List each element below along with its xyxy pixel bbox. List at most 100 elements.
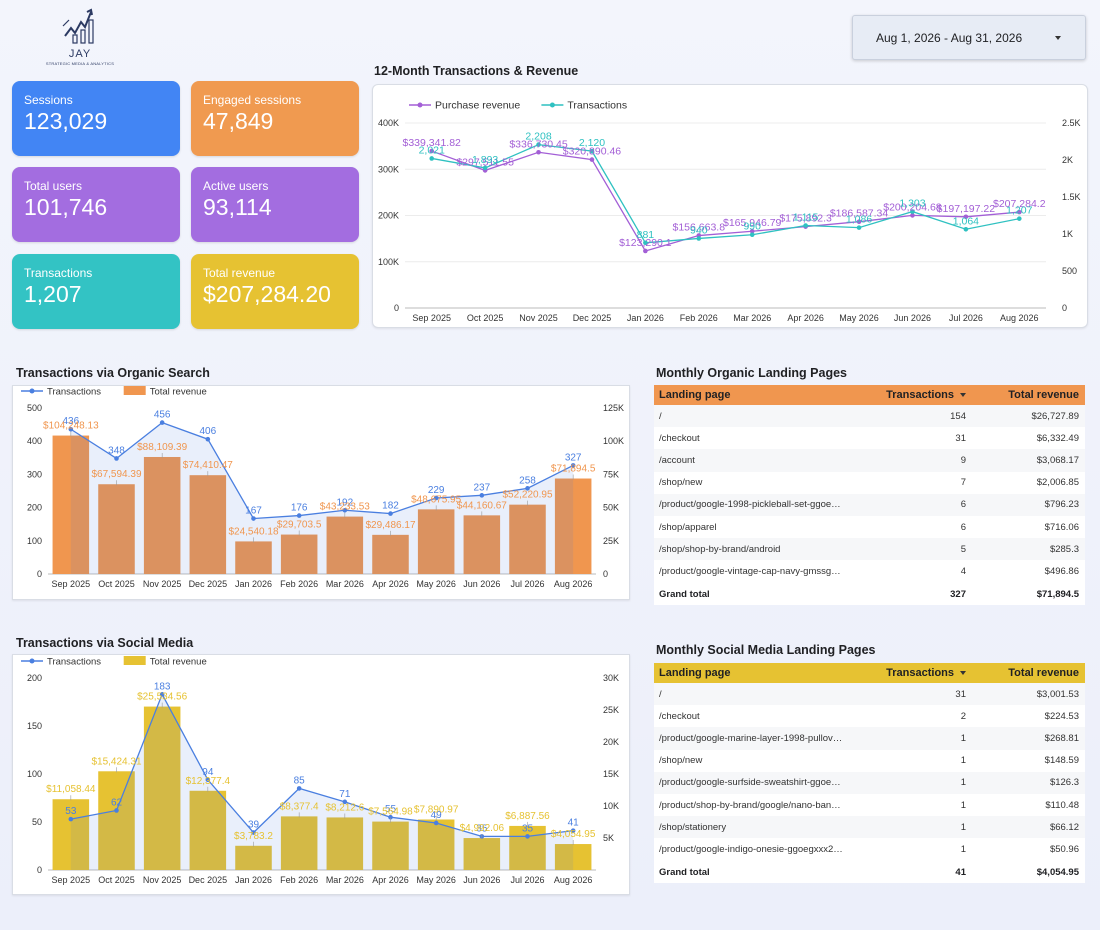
column-header-page[interactable]: Landing page	[659, 389, 731, 401]
bar	[98, 484, 135, 574]
data-point	[342, 799, 348, 805]
data-label: $44,160.67	[457, 500, 507, 511]
data-point	[910, 213, 915, 218]
y-left-tick-label: 300K	[378, 164, 399, 174]
y-right-tick-label: 0	[1062, 303, 1067, 313]
cell-transactions: 1	[960, 821, 966, 833]
cell-revenue: $796.23	[1044, 499, 1079, 511]
bar	[372, 534, 409, 574]
legend-swatch-dot	[417, 102, 423, 108]
table-row[interactable]: /shop/new 7 $2,006.85	[654, 472, 1085, 494]
social-chart-title: Transactions via Social Media	[16, 636, 194, 650]
data-label: $104,248.13	[43, 421, 99, 432]
table-row[interactable]: /product/google-1998-pickleball-set-ggoe…	[654, 493, 1085, 516]
bar	[509, 825, 546, 870]
kpi-label: Transactions	[24, 266, 93, 280]
table-row[interactable]: /shop/shop-by-brand/android 5 $285.3	[654, 538, 1085, 561]
data-label: $186,587.34	[830, 208, 889, 220]
table-row[interactable]: /product/google-indigo-onesie-ggoegxxx2……	[654, 838, 1085, 860]
table-row[interactable]: /shop/apparel 6 $716.06	[654, 516, 1085, 538]
table-row[interactable]: /account 9 $3,068.17	[654, 449, 1085, 472]
social-pages-table: Landing page Transactions Total revenue …	[654, 663, 1085, 883]
bar	[143, 456, 181, 574]
table-footer: Grand total 327 $71,894.5	[654, 582, 1085, 605]
data-point	[856, 225, 862, 230]
data-label: 940	[690, 224, 708, 236]
y-right-tick-label: 2.5K	[1062, 118, 1081, 128]
x-tick-label: Dec 2025	[573, 313, 612, 323]
data-label: $71,894.5	[551, 464, 596, 475]
bar	[326, 817, 364, 870]
data-label: $52,220.95	[502, 490, 552, 501]
cell-landing-page: /product/shop-by-brand/google/nano-ban…	[659, 799, 841, 811]
cell-transactions: 1	[960, 732, 966, 744]
cell-transactions: 6	[960, 499, 966, 511]
column-header-transactions[interactable]: Transactions	[854, 389, 966, 401]
table-row[interactable]: / 154 $26,727.89	[654, 405, 1085, 428]
date-range-picker[interactable]: Aug 1, 2026 - Aug 31, 2026	[852, 15, 1086, 60]
table-row[interactable]: /checkout 31 $6,332.49	[654, 427, 1085, 449]
data-label: $12,377.4	[186, 776, 231, 787]
column-header-revenue[interactable]: Total revenue	[1008, 667, 1079, 679]
data-label: $48,675.95	[411, 494, 461, 505]
table-row[interactable]: /product/google-vintage-cap-navy-gmssg… 4…	[654, 560, 1085, 582]
x-tick-label: Feb 2026	[680, 313, 718, 323]
x-tick-label: Oct 2025	[98, 579, 135, 589]
kpi-card-active-users: Active users 93,114	[191, 167, 359, 242]
x-tick-label: May 2026	[839, 313, 879, 323]
column-header-transactions[interactable]: Transactions	[854, 667, 966, 679]
y-left-tick-label: 100	[27, 769, 42, 779]
column-header-revenue[interactable]: Total revenue	[1008, 389, 1079, 401]
kpi-label: Active users	[203, 179, 269, 193]
data-label: 55	[385, 804, 397, 815]
bar	[417, 509, 455, 574]
table-row[interactable]: /product/shop-by-brand/google/nano-ban… 1…	[654, 794, 1085, 816]
data-label: $156,663.8	[673, 222, 726, 234]
x-tick-label: Oct 2025	[467, 313, 504, 323]
table-row[interactable]: /product/google-surfside-sweatshirt-ggoe…	[654, 771, 1085, 794]
x-tick-label: Oct 2025	[98, 875, 135, 885]
x-tick-label: Jul 2026	[949, 313, 983, 323]
cell-transactions: 2	[960, 710, 966, 722]
social-chart: 0 50 100 150 200 5K 10K 15K 20K 25K 30K Sep 2025 Oct…	[21, 656, 619, 885]
data-label: $8,212.6	[325, 802, 364, 813]
data-label: 176	[291, 503, 308, 514]
table-row[interactable]: /product/google-marine-layer-1998-pullov…	[654, 727, 1085, 750]
data-label: 41	[568, 818, 580, 829]
cell-landing-page: /product/google-marine-layer-1998-pullov…	[659, 732, 843, 744]
data-point	[342, 507, 348, 513]
bar	[189, 475, 227, 574]
data-label: 258	[519, 475, 536, 486]
data-point	[68, 816, 74, 822]
x-tick-label: Sep 2025	[52, 579, 91, 589]
legend-swatch-bar	[123, 656, 146, 665]
revenue-chart-title: 12-Month Transactions & Revenue	[374, 64, 579, 78]
table-header: Landing page Transactions Total revenue	[654, 385, 1085, 405]
data-label: 2,208	[525, 131, 551, 143]
data-point	[749, 228, 755, 234]
table-row[interactable]: /checkout 2 $224.53	[654, 705, 1085, 727]
data-label: 39	[248, 820, 260, 831]
table-row[interactable]: /shop/stationery 1 $66.12	[654, 816, 1085, 839]
table-footer: Grand total 41 $4,054.95	[654, 860, 1085, 883]
x-tick-label: Jun 2026	[463, 875, 500, 885]
cell-landing-page: /product/google-vintage-cap-navy-gmssg…	[659, 565, 841, 577]
cell-landing-page: /product/google-1998-pickleball-set-ggoe…	[659, 499, 841, 511]
x-tick-label: Jan 2026	[627, 313, 664, 323]
table-row[interactable]: / 31 $3,001.53	[654, 683, 1085, 706]
bar	[280, 534, 318, 574]
x-tick-label: Sep 2025	[412, 313, 451, 323]
bar	[143, 706, 181, 870]
cell-transactions: 1	[960, 843, 966, 855]
data-label: 53	[65, 806, 77, 817]
bar	[280, 816, 318, 870]
cell-transactions: 1	[960, 777, 966, 789]
data-label: $15,424.31	[91, 756, 141, 767]
column-header-page[interactable]: Landing page	[659, 667, 731, 679]
x-tick-label: Nov 2025	[519, 313, 558, 323]
table-row[interactable]: /shop/new 1 $148.59	[654, 750, 1085, 772]
bar	[554, 844, 592, 870]
x-tick-label: Mar 2026	[733, 313, 771, 323]
data-label: 71	[339, 789, 351, 800]
grand-total-revenue: $4,054.95	[1036, 866, 1079, 878]
